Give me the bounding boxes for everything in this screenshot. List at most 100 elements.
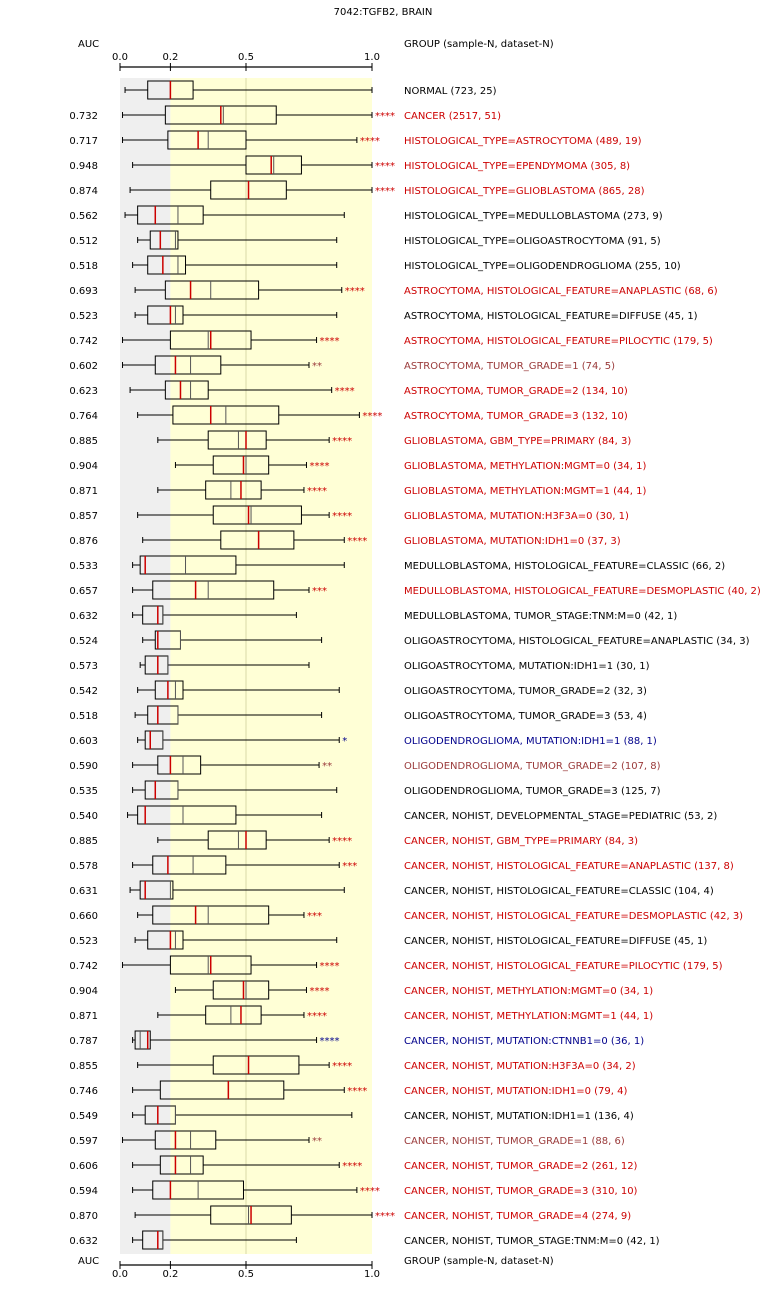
significance-stars: **** — [375, 161, 395, 172]
auc-value: 0.597 — [69, 1136, 98, 1147]
iqr-box — [149, 230, 179, 250]
group-label: HISTOLOGICAL_TYPE=MEDULLOBLASTOMA (273, … — [404, 211, 663, 222]
group-label: CANCER, NOHIST, MUTATION:IDH1=1 (136, 4) — [404, 1111, 634, 1122]
boxplot-row: 0.606 **** CANCER, NOHIST, TUMOR_GRADE=2 (… — [69, 1155, 638, 1175]
boxplot-row: 0.764 **** ASTROCYTOMA, TUMOR_GRADE=3 (132… — [69, 405, 628, 425]
significance-stars: **** — [309, 461, 329, 472]
auc-value: 0.885 — [69, 436, 98, 447]
boxplot-row: 0.523 CANCER, NOHIST, HISTOLOGICAL_FEATUR… — [69, 930, 707, 950]
auc-value: 0.871 — [69, 486, 98, 497]
header-group-label: GROUP (sample-N, dataset-N) — [404, 39, 554, 50]
iqr-box — [147, 255, 187, 275]
boxplot-row: 0.573 OLIGOASTROCYTOMA, MUTATION:IDH1=1 (… — [69, 655, 650, 675]
band-yellow — [170, 78, 372, 1254]
auc-value: 0.524 — [69, 636, 98, 647]
auc-value: 0.742 — [69, 336, 98, 347]
significance-stars: **** — [342, 1161, 362, 1172]
significance-stars: **** — [320, 336, 340, 347]
auc-value: 0.857 — [69, 511, 98, 522]
group-label: HISTOLOGICAL_TYPE=GLIOBLASTOMA (865, 28) — [404, 186, 645, 197]
significance-stars: *** — [312, 586, 327, 597]
x-tick-label-top: 1.0 — [364, 52, 380, 63]
iqr-box — [159, 1155, 204, 1175]
footer-group-label: GROUP (sample-N, dataset-N) — [404, 1256, 554, 1267]
boxplot-row: 0.870 **** CANCER, NOHIST, TUMOR_GRADE=4 (… — [69, 1205, 631, 1225]
iqr-box — [207, 830, 267, 850]
group-label: GLIOBLASTOMA, MUTATION:H3F3A=0 (30, 1) — [404, 511, 629, 522]
auc-value: 0.606 — [69, 1161, 98, 1172]
significance-stars: **** — [332, 511, 352, 522]
x-tick-label-top: 0.5 — [238, 52, 254, 63]
boxplot-row: 0.857 **** GLIOBLASTOMA, MUTATION:H3F3A=0 … — [69, 505, 629, 525]
boxplot-row: 0.518 OLIGOASTROCYTOMA, TUMOR_GRADE=3 (53… — [69, 705, 647, 725]
iqr-box — [154, 355, 222, 375]
significance-stars: **** — [362, 411, 382, 422]
auc-value: 0.904 — [69, 986, 98, 997]
significance-stars: **** — [309, 986, 329, 997]
significance-stars: **** — [347, 536, 367, 547]
auc-value: 0.542 — [69, 686, 98, 697]
group-label: ASTROCYTOMA, TUMOR_GRADE=3 (132, 10) — [404, 411, 628, 422]
iqr-box — [164, 380, 209, 400]
iqr-box — [137, 805, 237, 825]
auc-value: 0.535 — [69, 786, 98, 797]
auc-value: 0.632 — [69, 611, 98, 622]
iqr-box — [152, 580, 275, 600]
group-label: CANCER, NOHIST, HISTOLOGICAL_FEATURE=ANA… — [404, 861, 734, 872]
iqr-box — [134, 1030, 151, 1050]
auc-value: 0.518 — [69, 261, 98, 272]
boxplot-row: 0.623 **** ASTROCYTOMA, TUMOR_GRADE=2 (134… — [69, 380, 628, 400]
group-label: CANCER, NOHIST, DEVELOPMENTAL_STAGE=PEDI… — [404, 811, 717, 822]
iqr-box — [205, 480, 262, 500]
x-axes: 0.0 0.2 0.5 1.0 0.0 0.2 0.5 1.0 — [112, 52, 380, 1280]
group-label: HISTOLOGICAL_TYPE=OLIGODENDROGLIOMA (255… — [404, 261, 681, 272]
group-label: CANCER, NOHIST, HISTOLOGICAL_FEATURE=PIL… — [404, 961, 723, 972]
iqr-box — [212, 1055, 300, 1075]
iqr-box — [147, 930, 184, 950]
auc-value: 0.602 — [69, 361, 98, 372]
group-label: MEDULLOBLASTOMA, HISTOLOGICAL_FEATURE=CL… — [404, 561, 725, 572]
iqr-box — [154, 1130, 217, 1150]
group-label: CANCER, NOHIST, MUTATION:H3F3A=0 (34, 2) — [404, 1061, 636, 1072]
x-tick-label-bottom: 0.2 — [162, 1269, 178, 1280]
group-label: CANCER (2517, 51) — [404, 111, 501, 122]
x-tick-label-bottom: 0.5 — [238, 1269, 254, 1280]
significance-stars: ** — [312, 361, 322, 372]
boxplot-row: 0.874 **** HISTOLOGICAL_TYPE=GLIOBLASTOMA … — [69, 180, 645, 200]
auc-value: 0.874 — [69, 186, 98, 197]
boxplot-row: 0.540 CANCER, NOHIST, DEVELOPMENTAL_STAGE… — [69, 805, 717, 825]
significance-stars: ** — [312, 1136, 322, 1147]
x-tick-label-bottom: 0.0 — [112, 1269, 128, 1280]
iqr-box — [212, 505, 302, 525]
group-label: HISTOLOGICAL_TYPE=OLIGOASTROCYTOMA (91, … — [404, 236, 661, 247]
significance-stars: **** — [332, 836, 352, 847]
group-label: ASTROCYTOMA, HISTOLOGICAL_FEATURE=DIFFUS… — [404, 311, 698, 322]
group-label: CANCER, NOHIST, HISTOLOGICAL_FEATURE=DES… — [404, 911, 743, 922]
auc-value: 0.512 — [69, 236, 98, 247]
group-label: MEDULLOBLASTOMA, TUMOR_STAGE:TNM:M=0 (42… — [404, 611, 677, 622]
chart-title: 7042:TGFB2, BRAIN — [334, 7, 433, 18]
group-label: HISTOLOGICAL_TYPE=EPENDYMOMA (305, 8) — [404, 161, 630, 172]
boxplot-row: 0.594 **** CANCER, NOHIST, TUMOR_GRADE=3 (… — [69, 1180, 638, 1200]
significance-stars: **** — [360, 1186, 380, 1197]
significance-stars: *** — [342, 861, 357, 872]
significance-stars: * — [342, 736, 347, 747]
auc-value: 0.717 — [69, 136, 98, 147]
group-label: CANCER, NOHIST, MUTATION:IDH1=0 (79, 4) — [404, 1086, 627, 1097]
boxplot-row: 0.603 * OLIGODENDROGLIOMA, MUTATION:IDH1=1… — [69, 730, 657, 750]
boxplot-row: 0.660 *** CANCER, NOHIST, HISTOLOGICAL_FEA… — [69, 905, 743, 925]
boxplot-row: 0.562 HISTOLOGICAL_TYPE=MEDULLOBLASTOMA (… — [69, 205, 663, 225]
iqr-box — [159, 1080, 285, 1100]
group-label: OLIGOASTROCYTOMA, HISTOLOGICAL_FEATURE=A… — [404, 636, 750, 647]
iqr-box — [212, 980, 270, 1000]
group-label: CANCER, NOHIST, METHYLATION:MGMT=0 (34, … — [404, 986, 653, 997]
auc-value: 0.562 — [69, 211, 98, 222]
iqr-box — [164, 280, 260, 300]
boxplot-row: 0.597 ** CANCER, NOHIST, TUMOR_GRADE=1 (88… — [69, 1130, 625, 1150]
significance-stars: **** — [375, 111, 395, 122]
auc-value: 0.732 — [69, 111, 98, 122]
significance-stars: **** — [360, 136, 380, 147]
boxplot-rows: NORMAL (723, 25)0.732 **** CANCER (2517, 5… — [69, 80, 761, 1250]
auc-value: 0.590 — [69, 761, 98, 772]
